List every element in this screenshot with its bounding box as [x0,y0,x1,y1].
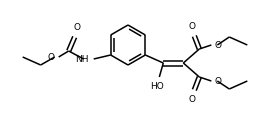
Text: O: O [189,95,196,104]
Text: O: O [48,52,55,62]
Text: NH: NH [75,55,89,63]
Text: O: O [73,23,80,32]
Text: O: O [214,40,221,50]
Text: O: O [214,76,221,86]
Text: O: O [189,22,196,31]
Text: HO: HO [150,82,164,91]
